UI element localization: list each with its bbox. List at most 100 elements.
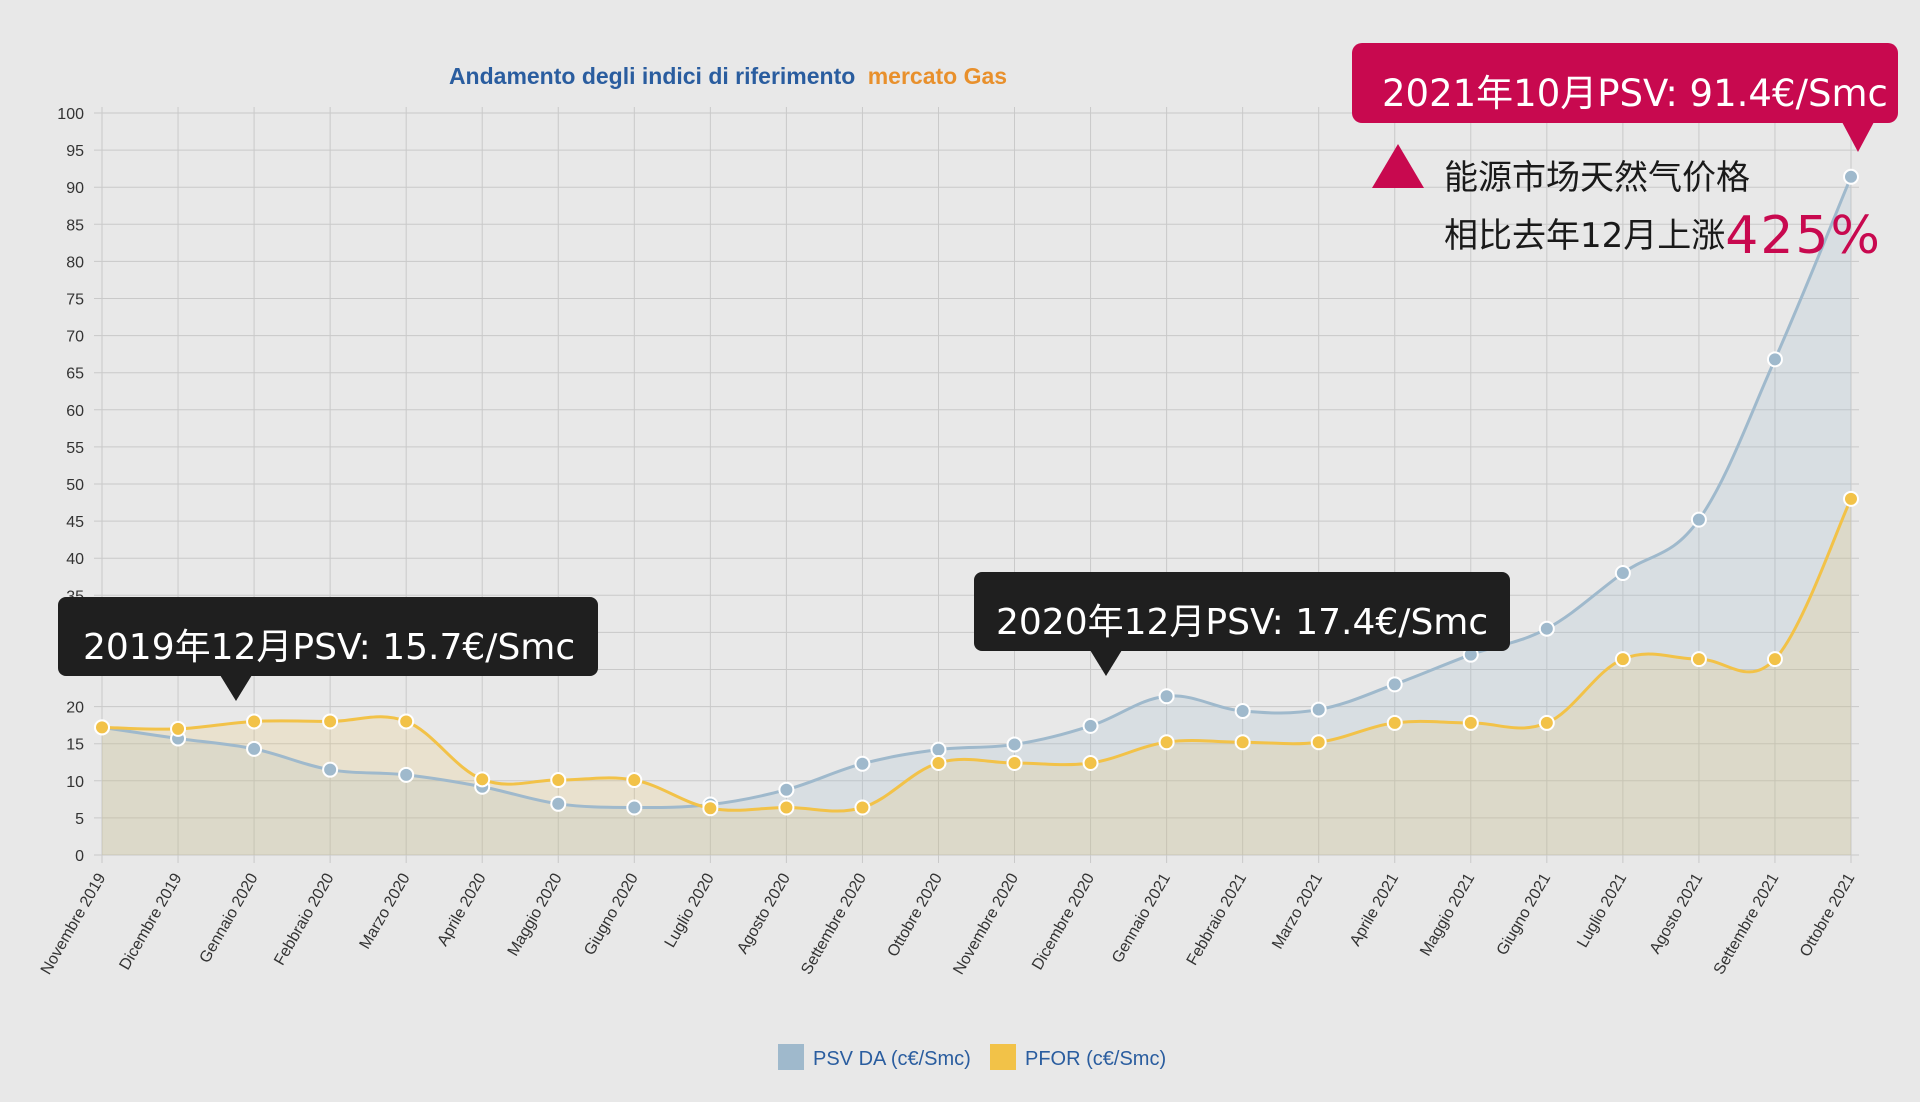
data-point [322, 761, 339, 778]
y-tick-label: 85 [66, 217, 84, 234]
data-point [1766, 351, 1783, 368]
data-point [626, 772, 643, 789]
series-area-0 [102, 176, 1851, 855]
data-point [702, 800, 719, 817]
y-tick-label: 80 [66, 254, 84, 271]
data-point [550, 795, 567, 812]
x-axis-ticks: Novembre 2019 Dicembre 2019 Gennaio 2020 Fe… [38, 870, 1859, 977]
data-point [1234, 734, 1251, 751]
data-point [322, 713, 339, 730]
legend-swatch [778, 1044, 804, 1070]
series-areas [102, 176, 1851, 855]
callout-pointer [1090, 650, 1122, 676]
callout-pointer [220, 675, 252, 701]
data-point [1538, 620, 1555, 637]
series-points [94, 168, 1859, 817]
data-point [1006, 754, 1023, 771]
callout-dec-2019-text: 2019年12月PSV: 15.7€/Smc [83, 627, 576, 668]
x-tick-label: Novembre 2020 [950, 870, 1022, 977]
callout-oct-2021-text: 2021年10月PSV: 91.4€/Smc [1382, 72, 1888, 115]
data-point [1843, 490, 1859, 507]
x-tick-label: Aprile 2020 [434, 870, 489, 949]
series-area-1 [102, 498, 1851, 855]
data-point [398, 766, 415, 783]
data-point [1310, 734, 1327, 751]
data-point [398, 713, 415, 730]
note-line-1: 能源市场天然气价格 [1444, 158, 1750, 198]
x-tick-label: Gennaio 2020 [197, 870, 262, 966]
data-point [1082, 754, 1099, 771]
increase-percent: 425% [1725, 206, 1882, 266]
chart-title-part-1: Andamento degli indici di riferimento [449, 63, 855, 89]
y-tick-label: 55 [66, 440, 84, 457]
x-tick-label: Maggio 2020 [505, 870, 566, 959]
data-point [550, 772, 567, 789]
x-tick-label: Giugno 2020 [581, 870, 642, 958]
data-point [930, 754, 947, 771]
data-point [246, 740, 263, 757]
y-tick-label: 65 [66, 366, 84, 383]
x-tick-label: Dicembre 2020 [1029, 870, 1098, 973]
data-point [626, 799, 643, 816]
y-tick-label: 95 [66, 143, 84, 160]
data-point [1614, 565, 1631, 582]
chart-title-part-2: mercato Gas [868, 63, 1007, 89]
callout-dec-2020-text: 2020年12月PSV: 17.4€/Smc [996, 602, 1489, 643]
chart-legend[interactable]: PSV DA (c€/Smc) PFOR (c€/Smc) [778, 1044, 1166, 1070]
x-tick-label: Ottobre 2020 [885, 870, 946, 959]
y-tick-label: 60 [66, 403, 84, 420]
y-axis-ticks: 0510152025303540455055606570758085909510… [57, 106, 84, 865]
data-point [1234, 703, 1251, 720]
y-tick-label: 10 [66, 774, 84, 791]
x-tick-label: Ottobre 2021 [1797, 870, 1858, 959]
y-tick-label: 90 [66, 180, 84, 197]
x-tick-label: Novembre 2019 [38, 870, 110, 977]
callout-dec-2019: 2019年12月PSV: 15.7€/Smc [58, 597, 598, 701]
y-tick-label: 70 [66, 329, 84, 346]
y-tick-label: 15 [66, 737, 84, 754]
data-point [1690, 651, 1707, 668]
x-tick-label: Agosto 2020 [734, 870, 794, 956]
data-point [1386, 714, 1403, 731]
data-point [778, 781, 795, 798]
data-point [930, 741, 947, 758]
data-point [1843, 168, 1859, 185]
x-tick-label: Agosto 2021 [1647, 870, 1707, 956]
data-point [1462, 714, 1479, 731]
y-tick-label: 50 [66, 477, 84, 494]
note-line-2: 相比去年12月上涨425% [1444, 200, 1882, 266]
x-tick-label: Gennaio 2021 [1109, 870, 1174, 966]
x-tick-label: Maggio 2021 [1417, 870, 1478, 959]
callout-oct-2021: 2021年10月PSV: 91.4€/Smc [1352, 43, 1898, 152]
x-tick-label: Febbraio 2021 [1184, 870, 1250, 968]
data-point [1386, 676, 1403, 693]
x-tick-label: Dicembre 2019 [117, 870, 186, 973]
x-tick-label: Febbraio 2020 [271, 870, 337, 968]
data-point [1690, 511, 1707, 528]
note-line-2-prefix: 相比去年12月上涨 [1444, 216, 1726, 256]
data-point [1082, 717, 1099, 734]
data-point [1614, 651, 1631, 668]
data-point [1158, 688, 1175, 705]
x-tick-label: Settembre 2020 [798, 870, 870, 977]
legend-swatch [990, 1044, 1016, 1070]
data-point [94, 719, 110, 736]
x-tick-label: Luglio 2021 [1574, 870, 1630, 950]
data-point [1310, 701, 1327, 718]
legend-entry-label: PSV DA (c€/Smc) [813, 1048, 971, 1070]
data-point [1538, 714, 1555, 731]
chart-title: Andamento degli indici di riferimento me… [449, 63, 1007, 89]
y-tick-label: 100 [57, 106, 84, 123]
data-point [778, 799, 795, 816]
up-triangle-icon [1372, 144, 1424, 188]
x-tick-label: Aprile 2021 [1347, 870, 1402, 949]
data-point [170, 720, 187, 737]
x-tick-label: Marzo 2020 [357, 870, 414, 952]
y-tick-label: 5 [75, 811, 84, 828]
y-tick-label: 75 [66, 292, 84, 309]
legend-entry-label: PFOR (c€/Smc) [1025, 1048, 1166, 1070]
data-point [474, 771, 491, 788]
callout-pointer [1842, 122, 1874, 152]
data-point [1158, 734, 1175, 751]
